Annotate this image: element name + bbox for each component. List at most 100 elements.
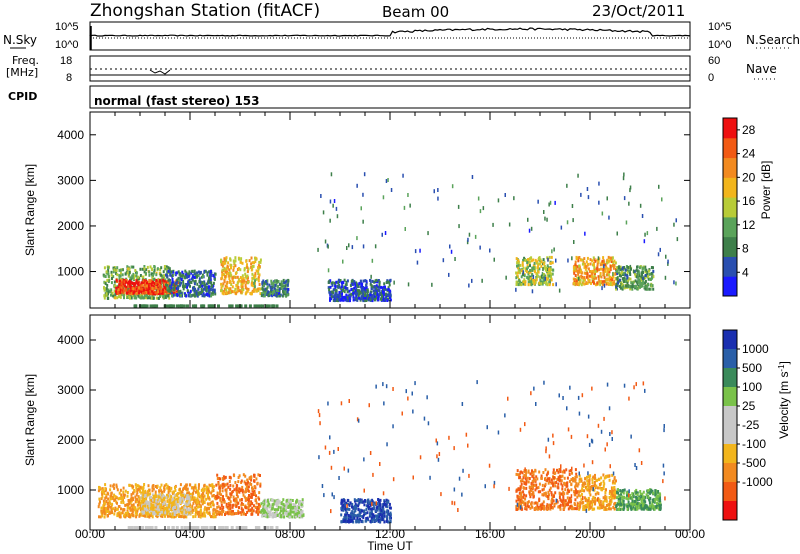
range-cell [193, 294, 196, 298]
range-cell [175, 493, 178, 497]
range-cell [615, 284, 618, 288]
range-cell [384, 285, 386, 289]
range-cell [156, 484, 159, 488]
range-cell [243, 279, 246, 283]
range-cell [539, 276, 542, 279]
range-cell [601, 280, 604, 284]
range-cell [640, 278, 643, 282]
range-cell [146, 493, 149, 497]
range-cell [263, 281, 266, 285]
range-cell [650, 276, 653, 280]
range-cell [189, 289, 192, 293]
range-cell [635, 268, 638, 272]
range-cell [205, 508, 208, 512]
range-cell [652, 266, 654, 270]
range-cell-sparse [427, 231, 429, 236]
range-cell-sparse [603, 264, 605, 269]
range-cell [147, 291, 150, 295]
range-cell [524, 280, 527, 284]
range-cell [237, 501, 240, 505]
range-cell [281, 505, 284, 509]
range-cell [387, 288, 390, 292]
range-cell [248, 259, 251, 263]
range-cell [251, 265, 254, 268]
range-cell [599, 263, 602, 267]
range-cell [186, 505, 189, 509]
range-cell [183, 515, 185, 519]
range-cell-sparse [530, 226, 533, 231]
range-cell-sparse [387, 178, 389, 182]
range-cell [302, 513, 305, 517]
range-cell [246, 289, 249, 293]
range-cell [164, 267, 167, 271]
range-cell [549, 271, 551, 275]
range-cell [208, 483, 211, 487]
range-cell [172, 283, 175, 287]
range-cell [191, 497, 193, 501]
range-cell [329, 296, 332, 300]
range-cell [228, 480, 231, 483]
range-cell [167, 489, 170, 493]
range-cell [359, 290, 362, 294]
range-cell [124, 284, 127, 288]
range-cell [162, 508, 165, 512]
range-cell [218, 485, 221, 489]
range-cell [282, 278, 285, 282]
power-colorbar-tick-label: 4 [742, 265, 749, 279]
range-cell [130, 265, 133, 269]
range-cell [380, 298, 383, 302]
range-cell [141, 281, 144, 285]
range-cell [550, 278, 553, 282]
range-cell [171, 274, 174, 277]
range-cell [340, 513, 343, 517]
range-cell [132, 287, 135, 291]
range-cell [359, 508, 362, 512]
range-cell [618, 266, 621, 270]
range-cell-sparse [578, 276, 580, 281]
range-cell [156, 291, 158, 295]
range-cell [575, 267, 578, 271]
range-cell [334, 289, 337, 293]
range-cell [577, 272, 580, 276]
range-cell [214, 510, 217, 514]
range-cell [195, 275, 198, 279]
range-cell [149, 280, 152, 284]
range-cell-sparse [363, 172, 366, 177]
range-cell [257, 264, 260, 268]
range-cell [132, 272, 135, 276]
range-cell [145, 500, 148, 503]
range-cell [132, 282, 135, 286]
range-cell [136, 489, 139, 492]
range-cell [200, 287, 203, 291]
range-cell [120, 289, 123, 293]
range-cell [257, 512, 260, 516]
range-cell-sparse [664, 275, 667, 280]
range-cell [244, 513, 247, 516]
range-cell [345, 517, 347, 521]
range-cell [548, 255, 551, 259]
range-cell [163, 284, 166, 288]
range-cell [596, 268, 599, 272]
range-cell [182, 494, 184, 497]
range-cell [162, 294, 165, 298]
range-cell [109, 488, 112, 492]
range-cell [333, 281, 336, 285]
range-cell [103, 288, 106, 292]
range-cell [255, 501, 258, 505]
range-cell [266, 512, 269, 516]
range-cell [298, 502, 301, 506]
range-cell [201, 284, 204, 288]
range-cell [115, 272, 118, 276]
range-cell [254, 272, 257, 276]
range-cell [388, 516, 391, 520]
range-cell [185, 507, 188, 511]
range-cell [386, 505, 389, 509]
range-cell [225, 488, 228, 492]
range-cell [372, 285, 375, 289]
range-cell [118, 277, 121, 281]
range-cell [187, 294, 190, 298]
range-cell-sparse [449, 244, 451, 249]
range-cell [115, 496, 118, 500]
range-cell [621, 277, 624, 281]
range-cell [594, 270, 597, 273]
